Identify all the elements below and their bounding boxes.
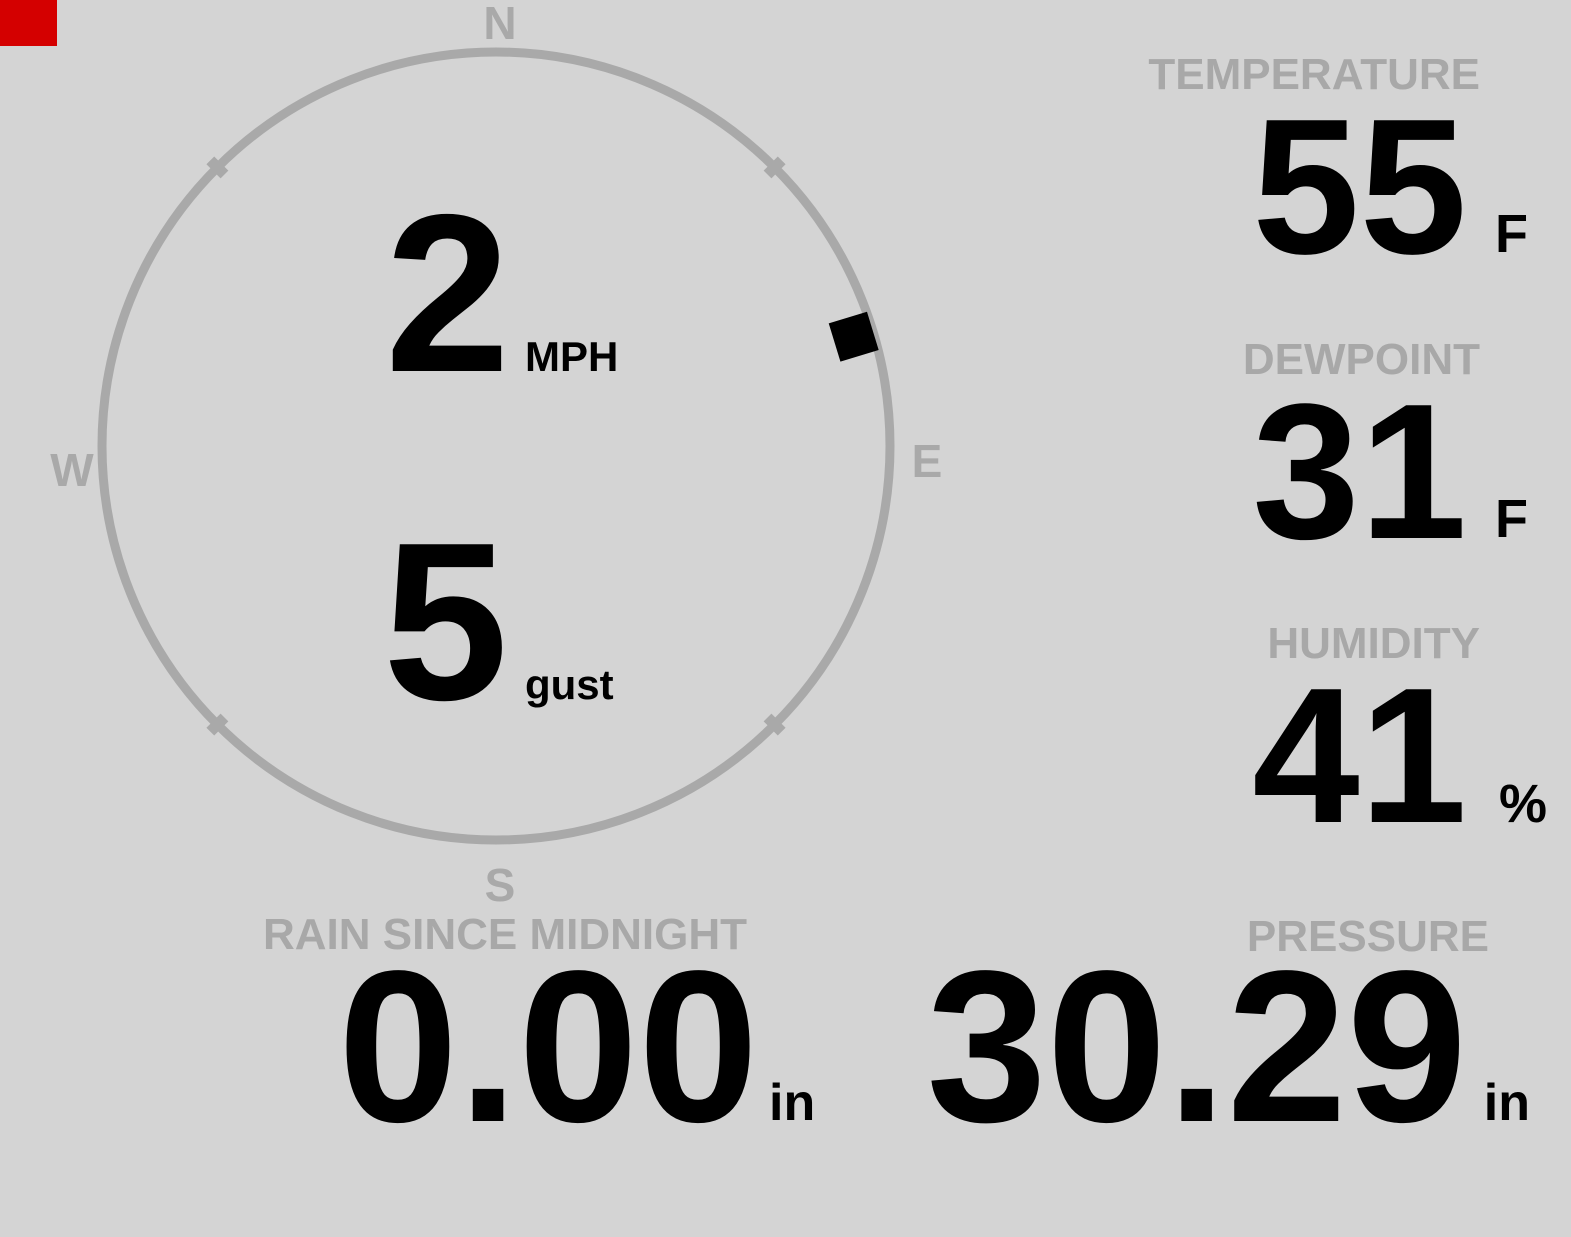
wind-gust-unit: gust [525, 661, 614, 708]
compass-ring [97, 47, 895, 845]
compass-tick-ne [763, 156, 786, 179]
compass-tick-sw [206, 713, 229, 736]
dewpoint-label: DEWPOINT [1242, 335, 1480, 384]
wind-direction-marker [828, 311, 879, 362]
alert-indicator [0, 0, 57, 46]
compass-label-north: N [483, 0, 517, 49]
rain-label: RAIN SINCE MIDNIGHT [263, 910, 747, 959]
compass-label-south: S [484, 859, 516, 911]
compass-label-east: E [911, 435, 943, 487]
pressure-value: 30.29 [926, 925, 1467, 1167]
pressure-unit: in [1483, 1074, 1530, 1132]
compass-label-west: W [50, 444, 94, 496]
compass-tick-se [763, 713, 786, 736]
compass-tick-nw [206, 156, 229, 179]
humidity-value: 41 [1252, 647, 1467, 863]
wind-speed-unit: MPH [525, 333, 619, 380]
rain-unit: in [769, 1074, 816, 1132]
temperature-unit: F [1495, 204, 1528, 264]
pressure-label: PRESSURE [1246, 912, 1489, 961]
wind-speed-value: 2 [385, 167, 511, 419]
temperature-label: TEMPERATURE [1148, 50, 1480, 99]
temperature-value: 55 [1252, 78, 1467, 294]
humidity-unit: % [1498, 774, 1547, 834]
dewpoint-value: 31 [1252, 363, 1467, 579]
rain-value: 0.00 [338, 925, 759, 1167]
wind-gust-value: 5 [383, 495, 509, 747]
dewpoint-unit: F [1495, 489, 1528, 549]
humidity-label: HUMIDITY [1267, 619, 1480, 668]
